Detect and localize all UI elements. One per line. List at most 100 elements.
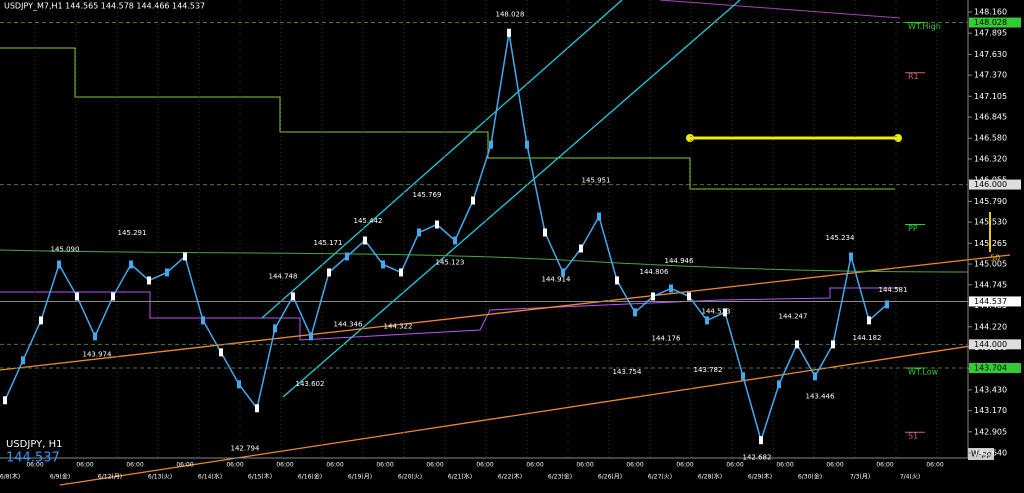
date-label: 6/23(金) bbox=[548, 473, 572, 481]
candle bbox=[273, 324, 277, 333]
time-label: 06:00 bbox=[526, 462, 543, 469]
symbol: USDJPY, H1 bbox=[6, 439, 62, 450]
price-marker-label: 144.000 bbox=[974, 340, 1007, 349]
candle bbox=[39, 316, 43, 325]
price-annotation: 143.974 bbox=[83, 350, 112, 358]
candle bbox=[309, 332, 313, 341]
candle bbox=[201, 316, 205, 325]
price-marker-label: 146.000 bbox=[974, 180, 1007, 189]
price-tick-label: 147.370 bbox=[974, 71, 1007, 80]
candle bbox=[867, 316, 871, 325]
time-label: 06:00 bbox=[776, 462, 793, 469]
time-label: 06:00 bbox=[876, 462, 893, 469]
price-marker-box bbox=[969, 296, 1021, 307]
price-annotation: 144.182 bbox=[853, 334, 882, 342]
price-tick-label: 145.265 bbox=[974, 239, 1007, 248]
time-label: 06:00 bbox=[626, 462, 643, 469]
time-label: 06:00 bbox=[476, 462, 493, 469]
date-label: 6/14(水) bbox=[198, 473, 222, 481]
candle bbox=[111, 292, 115, 301]
candle bbox=[561, 268, 565, 277]
candle bbox=[291, 292, 295, 301]
price-annotation: 144.322 bbox=[384, 323, 413, 331]
time-label: 06:00 bbox=[76, 462, 93, 469]
time-label: 06:00 bbox=[676, 462, 693, 469]
candle bbox=[75, 292, 79, 301]
candle bbox=[345, 252, 349, 261]
candle bbox=[237, 380, 241, 389]
candle bbox=[615, 276, 619, 285]
price-marker-box bbox=[969, 339, 1021, 350]
price-annotation: 144.914 bbox=[542, 275, 571, 283]
price-marker-label: 143.704 bbox=[974, 363, 1007, 372]
price-annotation: 145.123 bbox=[436, 259, 465, 267]
candle bbox=[777, 380, 781, 389]
price-marker-box bbox=[969, 362, 1021, 373]
price-marker-box bbox=[969, 179, 1021, 190]
date-label: 6/28(水) bbox=[698, 473, 722, 481]
candle bbox=[417, 228, 421, 237]
candle bbox=[363, 236, 367, 245]
price-annotation: 145.090 bbox=[51, 245, 80, 253]
time-label: 06:00 bbox=[126, 462, 143, 469]
date-label: 6/13(火) bbox=[148, 474, 172, 481]
fib-label: 50 bbox=[990, 254, 1000, 263]
step-line bbox=[0, 47, 895, 190]
price-tick-label: 147.630 bbox=[974, 50, 1007, 59]
date-label: 6/19(月) bbox=[348, 474, 372, 481]
price-tick-label: 148.160 bbox=[974, 8, 1007, 17]
candle bbox=[543, 228, 547, 237]
candle bbox=[327, 268, 331, 277]
price-annotation: 143.446 bbox=[806, 393, 835, 401]
date-label: 6/30(金) bbox=[798, 473, 822, 481]
candle bbox=[471, 196, 475, 205]
drawings bbox=[0, 0, 1011, 486]
support-line bbox=[0, 254, 1011, 371]
time-label: 06:00 bbox=[226, 462, 243, 469]
price-marker-label: 144.537 bbox=[974, 297, 1007, 306]
price-tick-label: 144.220 bbox=[974, 322, 1007, 331]
price-annotation: 143.782 bbox=[694, 366, 723, 374]
price-annotation: 145.234 bbox=[826, 234, 855, 242]
candle bbox=[579, 244, 583, 253]
price-annotation: 142.682 bbox=[743, 454, 772, 462]
candle bbox=[849, 252, 853, 261]
price-marker-label: 148.028 bbox=[974, 18, 1007, 27]
time-label: 06:00 bbox=[176, 462, 193, 469]
date-label: 6/15(木) bbox=[248, 473, 272, 481]
time-label: 06:00 bbox=[426, 462, 443, 469]
price-tick-label: 146.580 bbox=[974, 134, 1007, 143]
time-label: 06:00 bbox=[826, 462, 843, 469]
price-marker-box bbox=[969, 17, 1021, 28]
price-annotation: 144.513 bbox=[702, 307, 731, 315]
date-label: 6/21(水) bbox=[448, 473, 472, 481]
candle bbox=[381, 260, 385, 269]
candle bbox=[255, 404, 259, 413]
pivot-label: WT.Low bbox=[908, 367, 939, 376]
date-label: 6/9(金) bbox=[50, 473, 70, 481]
candle bbox=[489, 140, 493, 149]
price-annotation: 143.602 bbox=[296, 380, 325, 388]
price-annotation: 144.247 bbox=[779, 313, 808, 321]
price-tick-label: 146.845 bbox=[974, 113, 1007, 122]
price-annotation: 143.754 bbox=[613, 368, 642, 376]
price-tick-label: 143.430 bbox=[974, 385, 1007, 394]
price-annotation: 144.946 bbox=[665, 257, 694, 265]
candle bbox=[129, 260, 133, 269]
candle bbox=[93, 332, 97, 341]
candle bbox=[57, 260, 61, 269]
candle bbox=[813, 372, 817, 381]
candle bbox=[453, 236, 457, 245]
time-label: 06:00 bbox=[26, 462, 43, 469]
date-label: 6/22(木) bbox=[498, 473, 522, 481]
price-annotation: 144.806 bbox=[640, 268, 669, 276]
price-tick-label: 142.905 bbox=[974, 427, 1007, 436]
date-label: 7/3(月) bbox=[850, 474, 870, 481]
candle bbox=[507, 28, 511, 37]
price-annotation: 144.748 bbox=[269, 273, 298, 281]
price-tick-label: 146.320 bbox=[974, 155, 1007, 164]
corner-box bbox=[968, 448, 994, 460]
candle bbox=[759, 436, 763, 445]
handle bbox=[894, 134, 902, 142]
time-label: 06:00 bbox=[726, 462, 743, 469]
